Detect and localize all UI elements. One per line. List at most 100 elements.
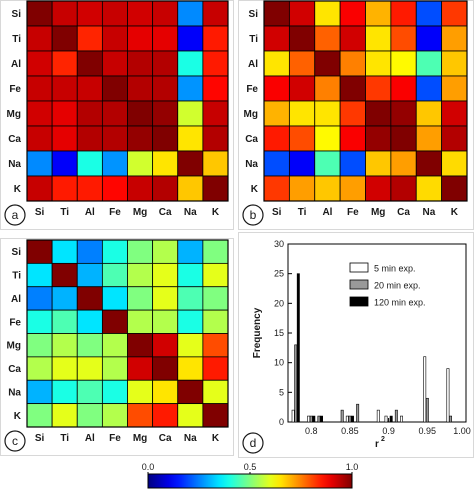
row-label: K [14,184,22,195]
heatmap-cell [415,150,443,177]
heatmap-cell [177,239,204,264]
heatmap-cell [177,379,204,405]
heatmap-cell [263,25,290,52]
heatmap-cell [26,25,53,52]
heatmap-cell [152,125,179,152]
heatmap-cell [127,75,154,102]
colorbar-gradient [147,473,353,489]
heatmap-b: Si Ti Al Fe Mg Ca Na K Si Ti Al Fe Mg Ca Na Kb [238,0,474,230]
heatmap-cell [202,356,229,381]
histogram-bar [320,415,323,423]
col-label: Fe [347,207,359,218]
heatmap-cell [76,403,103,428]
heatmap-cell [314,0,341,27]
row-label: Ca [245,134,258,145]
heatmap-cell [76,262,103,288]
histogram-d: 0 5 10 15 20 25 30 0.8 0.85 0.9 0.95 1.00 5 min exp.… [238,232,474,458]
col-label: Mg [133,433,147,444]
heatmap-cell [202,0,229,27]
col-label: Na [184,433,197,444]
histogram-bar [291,409,295,423]
heatmap-cell [101,25,128,52]
colorbar-tick-label: 0.0 [142,462,155,472]
row-label: K [251,184,259,195]
heatmap-cell [415,25,443,52]
heatmap-cell [288,50,316,77]
histogram-bar [425,397,429,423]
heatmap-cell [26,0,53,27]
histogram-bar [446,368,450,423]
heatmap-cell [177,286,204,311]
heatmap-cell [101,125,128,152]
heatmap-cell [127,25,154,52]
histogram-bar [345,415,349,423]
histogram-bar [376,409,380,423]
heatmap-cell [314,75,341,102]
heatmap-cell [390,150,417,177]
y-tick-label: 25 [274,269,284,279]
heatmap-cell [339,50,366,77]
heatmap-cell [76,333,103,358]
x-tick-label: 0.8 [305,426,318,436]
heatmap-cell [177,75,204,102]
heatmap-cell [51,309,78,334]
panel-label: b [250,208,257,222]
row-label: Fe [9,84,21,95]
heatmap-cell [390,125,417,152]
heatmap-cell [76,379,103,405]
heatmap-cell [365,175,392,202]
heatmap-cell [288,25,316,52]
heatmap-cell [101,239,128,264]
heatmap-cell [415,50,443,77]
heatmap-cell [263,150,290,177]
heatmap-cell [101,333,128,358]
row-label: Ti [12,271,21,282]
col-label: Al [85,433,95,444]
heatmap-cell [26,379,53,405]
heatmap-cell [177,25,204,52]
heatmap-cell [51,50,78,77]
heatmap-cell [51,286,78,311]
heatmap-cell [288,125,316,152]
heatmap-cell [152,175,179,202]
heatmap-cell [127,175,154,202]
col-label: Na [184,207,197,218]
heatmap-cell [202,333,229,358]
heatmap-cell [51,356,78,381]
x-axis-label-sup: 2 [381,436,385,443]
heatmap-cell [263,75,290,102]
heatmap-cell [152,25,179,52]
heatmap-cell [152,239,179,264]
colorbar-panel: 0.0 0.5 1.0 [140,458,360,492]
histogram-bar [394,409,398,423]
heatmap-cell [101,286,128,311]
heatmap-cell [339,75,366,102]
heatmap-cell [26,175,53,202]
heatmap-cell [177,175,204,202]
heatmap-cell [441,150,468,177]
heatmap-cell [202,150,229,177]
heatmap-cell [365,0,392,27]
heatmap-cell [101,50,128,77]
histogram-bar [317,415,321,423]
heatmap-cell [51,175,78,202]
heatmap-cell [51,262,78,288]
heatmap-cell [51,379,78,405]
heatmap-cell [26,125,53,152]
heatmap-cell [127,239,154,264]
row-label: Mg [7,341,21,352]
heatmap-cell [152,262,179,288]
legend-label: 120 min exp. [374,298,426,308]
heatmap-cell [365,25,392,52]
heatmap-cell [365,75,392,102]
x-tick-label: 1.00 [453,426,471,436]
col-label: Fe [109,433,121,444]
heatmap-cell [390,0,417,27]
heatmap-cell [127,379,154,405]
heatmap-cell [177,356,204,381]
col-label: Mg [133,207,147,218]
col-label: K [451,207,459,218]
heatmap-cell [415,0,443,27]
heatmap-cell [177,333,204,358]
heatmap-cell [101,356,128,381]
